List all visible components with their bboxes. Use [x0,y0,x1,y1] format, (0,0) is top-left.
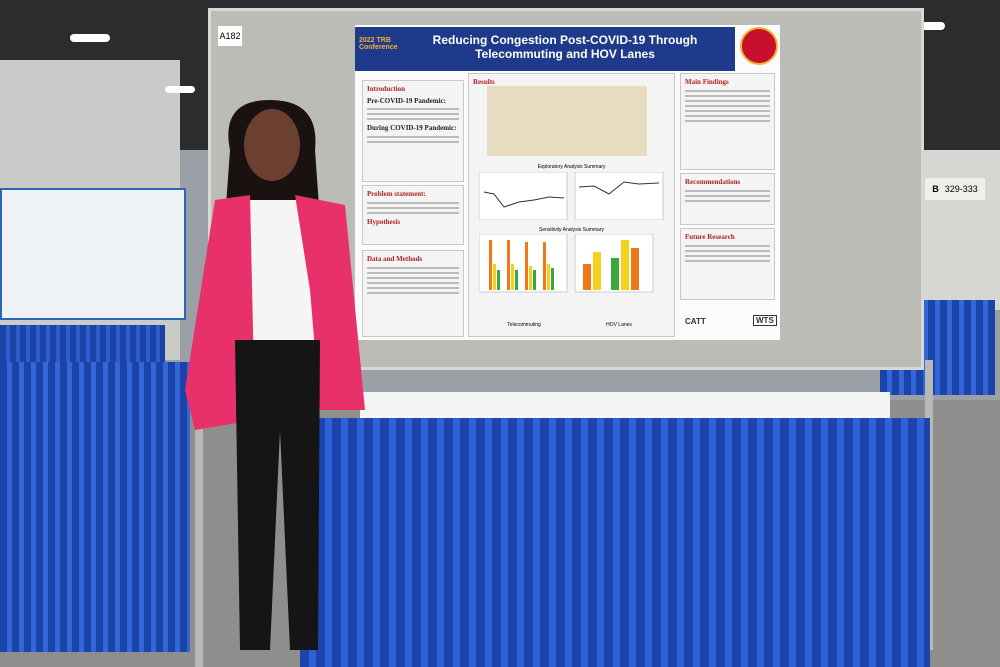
drape [0,362,190,652]
future-box: Future Research [680,228,775,300]
ceiling-light [165,86,195,93]
table-top [360,392,890,420]
heading: Main Findings [685,78,729,86]
ceiling-light [915,22,945,30]
conference: 2022 TRB Conference [359,37,398,51]
heading: Hypothesis [367,218,401,226]
subheading: During COVID-19 Pandemic: [367,124,457,132]
logo: CATT [685,317,706,326]
map [487,86,647,156]
drape [0,325,165,365]
findings-box: Main Findings [680,73,775,170]
recommendations-box: Recommendations [680,173,775,225]
title-bar [355,27,735,71]
booth-number: A182 [218,26,242,46]
heading: Results [473,78,495,86]
hall-sign: B 329-333 [925,178,985,200]
sign-hall: B [932,184,939,194]
subheading: Pre-COVID-19 Pandemic: [367,97,446,105]
problem-box: Problem statement: Hypothesis [362,185,464,245]
board-leg [195,360,203,667]
table-skirt [300,418,930,667]
heading: Future Research [685,233,735,241]
sign-range: 329-333 [944,184,978,194]
heading: Recommendations [685,178,741,186]
caption: Sensitivity Analysis Summary [538,227,605,233]
line-charts [479,172,664,220]
bar-charts [479,234,654,293]
chart-label: HOV Lanes [606,322,632,328]
heading: Problem statement: [367,190,426,198]
poster: 2022 TRB Conference Reducing Congestion … [355,25,780,340]
results-box: Results Exploratory Analysis Summary Sen… [468,73,675,337]
logo: WTS [753,315,777,326]
chart-label: Telecommuting [507,322,541,328]
neighbour-poster [0,188,186,320]
wall [920,150,1000,310]
person [185,100,365,650]
caption: Exploratory Analysis Summary [537,164,606,170]
university-seal [740,27,778,65]
ceiling-light [70,34,110,42]
intro-box: Introduction Pre-COVID-19 Pandemic: Duri… [362,80,464,182]
methods-box: Data and Methods [362,250,464,337]
heading: Data and Methods [367,255,423,263]
heading: Introduction [367,85,405,93]
poster-title: Reducing Congestion Post-COVID-19 Throug… [432,33,698,61]
